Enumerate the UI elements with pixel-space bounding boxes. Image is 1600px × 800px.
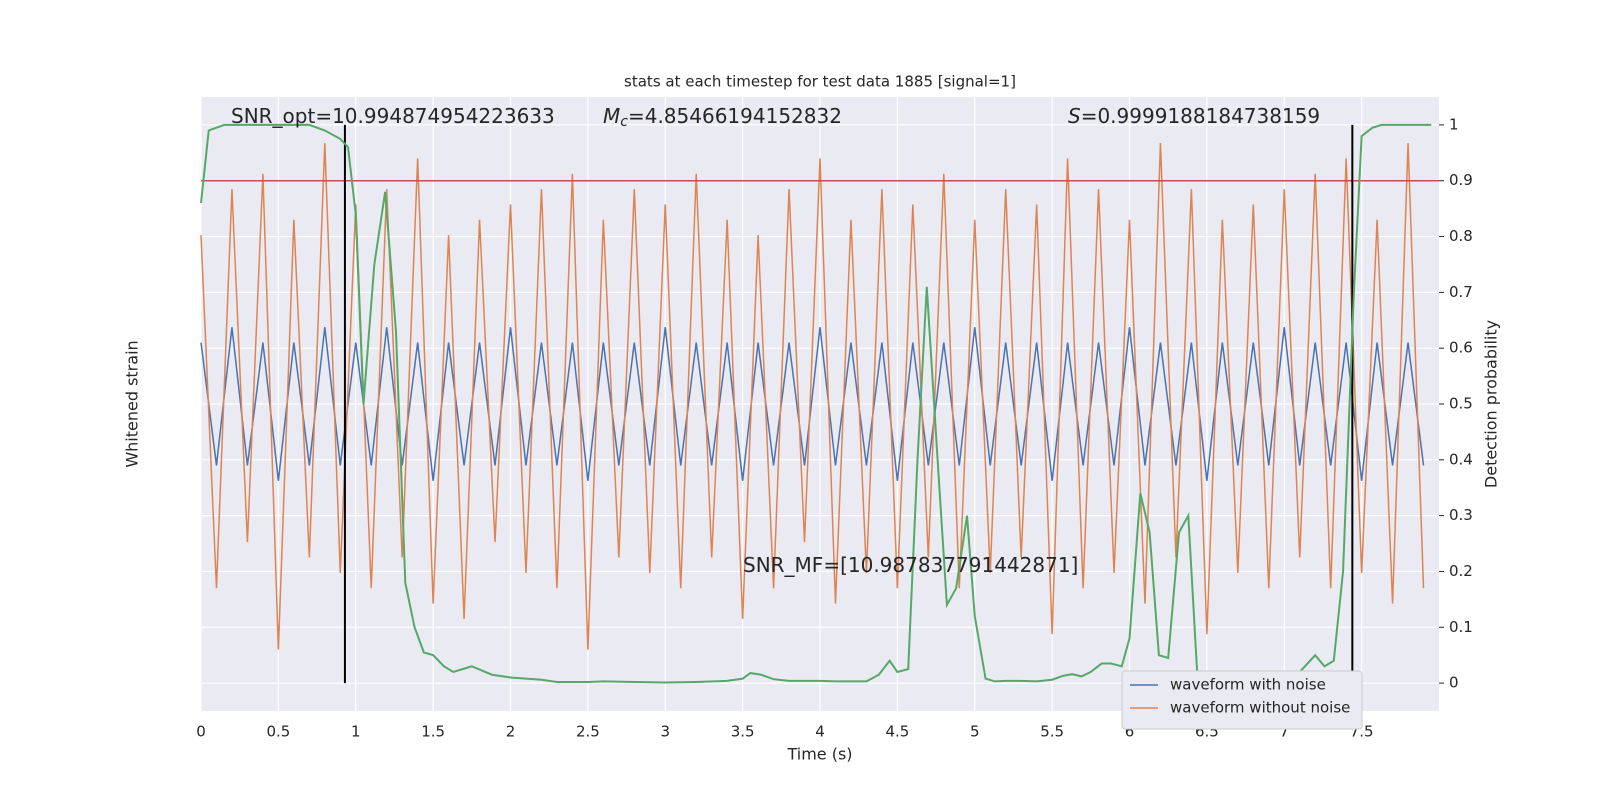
annotation-text: SNR_MF=[10.987837791442871]	[743, 553, 1078, 577]
annotation-text: =0.9999188184738159	[1081, 104, 1320, 128]
x-tick-label: 4	[815, 723, 825, 741]
y2-tick-label: 0.1	[1449, 618, 1473, 636]
series-line	[200, 327, 1425, 481]
annotation-symbol: M	[603, 104, 620, 128]
y2-axis-label: Detection probability	[1482, 320, 1501, 488]
legend-label: waveform without noise	[1170, 699, 1350, 717]
x-tick-label: 3.5	[731, 723, 755, 741]
y2-tick-label: 0.8	[1449, 227, 1473, 245]
series-line	[200, 143, 1425, 650]
y2-tick-label: 1	[1449, 115, 1459, 133]
x-tick-label: 5	[970, 723, 980, 741]
y2-tick-label: 0.9	[1449, 171, 1473, 189]
y2-tick-label: 0.3	[1449, 506, 1473, 524]
y2-tick-label: 0.6	[1449, 339, 1473, 357]
x-tick-label: 0.5	[266, 723, 290, 741]
annotation-text: SNR_opt=10.994874954223633	[231, 104, 555, 128]
y-axis-label: Whitened strain	[123, 340, 142, 467]
chart-title: stats at each timestep for test data 188…	[624, 73, 1016, 91]
y2-tick-label: 0	[1449, 674, 1459, 692]
y2-tick-label: 0.7	[1449, 283, 1473, 301]
x-tick-label: 2.5	[576, 723, 600, 741]
y2-tick-label: 0.4	[1449, 450, 1473, 468]
x-tick-label: 1.5	[421, 723, 445, 741]
x-tick-label: 3	[660, 723, 670, 741]
x-axis-label: Time (s)	[786, 745, 852, 764]
x-tick-label: 6	[1125, 723, 1135, 741]
annotation: S=0.9999188184738159	[1068, 104, 1320, 128]
legend-label: waveform with noise	[1170, 676, 1326, 694]
annotation: SNR_MF=[10.987837791442871]	[743, 553, 1078, 577]
x-tick-label: 2	[506, 723, 516, 741]
annotation: SNR_opt=10.994874954223633	[231, 104, 555, 128]
x-tick-label: 0	[196, 723, 206, 741]
x-tick-label: 4.5	[885, 723, 909, 741]
x-tick-label: 5.5	[1040, 723, 1064, 741]
annotation-subscript: c	[620, 114, 628, 130]
legend-box	[1121, 670, 1363, 730]
annotation-text: =4.85466194152832	[628, 104, 842, 128]
y2-tick-label: 0.2	[1449, 562, 1473, 580]
y2-tick-label: 0.5	[1449, 395, 1473, 413]
annotation-symbol: S	[1068, 104, 1081, 128]
x-tick-label: 7	[1279, 723, 1289, 741]
annotation: Mc=4.85466194152832	[603, 104, 842, 131]
x-tick-label: 1	[351, 723, 361, 741]
